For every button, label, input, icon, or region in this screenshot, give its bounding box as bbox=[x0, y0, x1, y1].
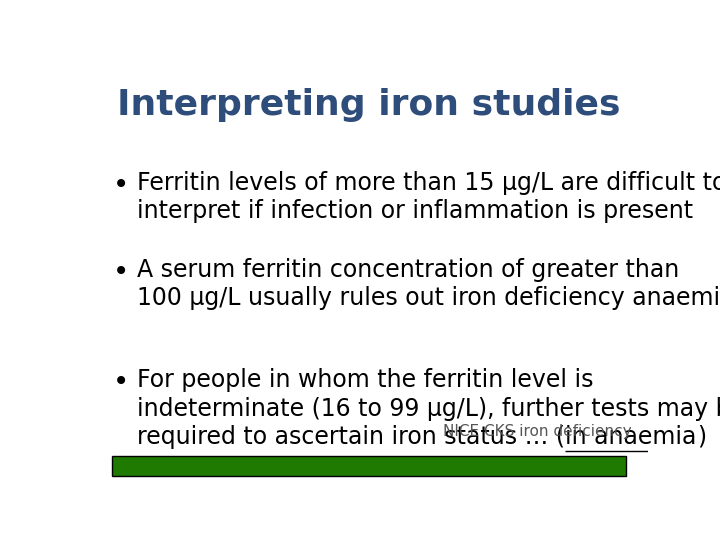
Text: •: • bbox=[112, 368, 129, 396]
Text: •: • bbox=[112, 258, 129, 286]
Text: ): ) bbox=[697, 425, 706, 449]
Text: interpret if infection or inflammation is present: interpret if infection or inflammation i… bbox=[138, 199, 693, 223]
Text: A serum ferritin concentration of greater than: A serum ferritin concentration of greate… bbox=[138, 258, 680, 282]
Text: 100 μg/L usually rules out iron deficiency anaemia: 100 μg/L usually rules out iron deficien… bbox=[138, 286, 720, 310]
Text: NICE CKS iron deficiency: NICE CKS iron deficiency bbox=[443, 424, 631, 439]
FancyBboxPatch shape bbox=[112, 456, 626, 476]
Text: Interpreting iron studies: Interpreting iron studies bbox=[117, 87, 621, 122]
Text: required to ascertain iron status … (: required to ascertain iron status … ( bbox=[138, 425, 565, 449]
Text: indeterminate (16 to 99 μg/L), further tests may be: indeterminate (16 to 99 μg/L), further t… bbox=[138, 396, 720, 421]
Text: •: • bbox=[112, 171, 129, 199]
Text: Ferritin levels of more than 15 μg/L are difficult to: Ferritin levels of more than 15 μg/L are… bbox=[138, 171, 720, 195]
Text: in anaemia: in anaemia bbox=[565, 425, 697, 449]
Text: For people in whom the ferritin level is: For people in whom the ferritin level is bbox=[138, 368, 594, 393]
